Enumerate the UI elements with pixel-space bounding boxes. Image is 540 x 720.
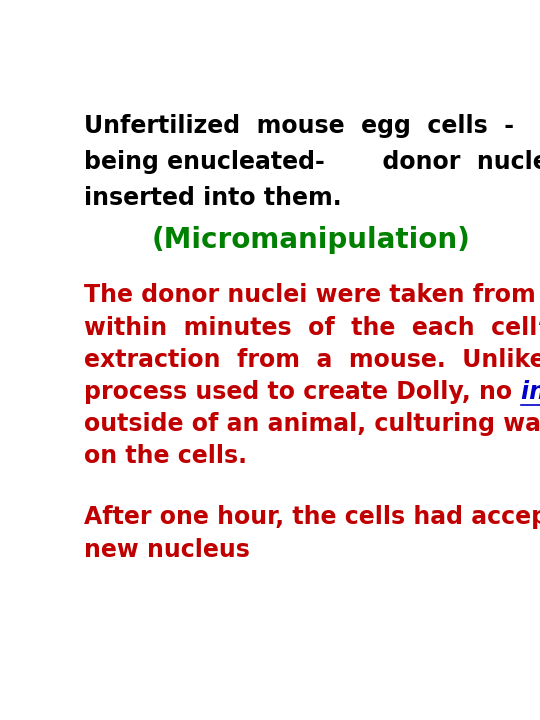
- Text: inserted into them.: inserted into them.: [84, 186, 342, 210]
- Text: in vitro: in vitro: [521, 380, 540, 404]
- Text: Unfertilized  mouse  egg  cells  -: Unfertilized mouse egg cells -: [84, 114, 514, 138]
- Text: (Micromanipulation): (Micromanipulation): [151, 226, 470, 254]
- Text: After one hour, the cells had accepted the: After one hour, the cells had accepted t…: [84, 505, 540, 529]
- Text: within  minutes  of  the  each  cell’s: within minutes of the each cell’s: [84, 315, 540, 340]
- Text: The donor nuclei were taken from cells: The donor nuclei were taken from cells: [84, 284, 540, 307]
- Text: new nucleus: new nucleus: [84, 538, 250, 562]
- Text: outside of an animal, culturing was done: outside of an animal, culturing was done: [84, 412, 540, 436]
- Text: being enucleated-       donor  nuclei: being enucleated- donor nuclei: [84, 150, 540, 174]
- Text: extraction  from  a  mouse.  Unlike  the: extraction from a mouse. Unlike the: [84, 348, 540, 372]
- Text: process used to create Dolly, no: process used to create Dolly, no: [84, 380, 521, 404]
- Text: on the cells.: on the cells.: [84, 444, 247, 468]
